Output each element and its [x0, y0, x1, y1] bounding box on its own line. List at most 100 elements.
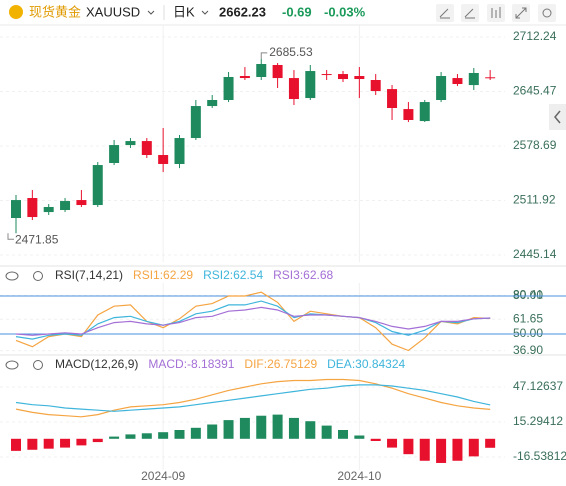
y-tick-label: 15.29412 — [513, 414, 563, 428]
rsi-controls — [5, 271, 43, 281]
symbol[interactable]: XAUUSD — [86, 4, 140, 19]
candle-body — [11, 200, 21, 219]
candle-body — [419, 102, 430, 122]
candle-body — [239, 76, 250, 79]
x-tick-label: 2024-10 — [337, 469, 381, 483]
histogram-bar — [256, 415, 267, 439]
histogram-bar — [141, 433, 152, 439]
fullscreen-icon — [515, 7, 527, 19]
candle-body — [223, 76, 234, 101]
candle-body — [370, 80, 381, 92]
draw-tool[interactable] — [436, 4, 454, 22]
eye-icon[interactable] — [5, 271, 19, 281]
annotation-pointer — [260, 52, 268, 59]
y-tick-label: 50.00 — [513, 326, 543, 340]
histogram-bar — [27, 438, 38, 450]
histogram-bar — [60, 438, 71, 448]
collapse-icon — [554, 110, 561, 124]
indicator-title: RSI(7,14,21) — [55, 268, 123, 282]
candle-body — [256, 64, 267, 77]
candle-body — [338, 74, 348, 80]
toolbar — [436, 4, 556, 22]
y-tick-label: 80.41 — [513, 288, 543, 302]
histogram-bar — [190, 427, 201, 439]
histogram-bar — [288, 417, 299, 439]
histogram-bar — [43, 438, 54, 449]
candle-body — [207, 100, 218, 107]
candle-body — [387, 89, 398, 108]
indicator-line — [15, 300, 491, 340]
draw-icon — [464, 8, 475, 19]
histogram-bar — [436, 438, 447, 463]
legend-entry: DIF:26.75129 — [244, 357, 317, 371]
candle-body — [190, 106, 201, 139]
instrument-name[interactable]: 现货黄金 — [29, 4, 81, 19]
y-tick-label: 2578.69 — [513, 138, 557, 152]
annotation: 2471.85 — [15, 232, 59, 246]
candle-body — [354, 76, 365, 80]
eye-icon[interactable] — [5, 360, 19, 370]
histogram-bar — [207, 424, 218, 439]
candle-body — [468, 72, 479, 86]
price: 2662.23 — [219, 4, 266, 19]
histogram-bar — [338, 430, 348, 439]
histogram-bar — [468, 438, 479, 457]
histogram-bar — [419, 438, 430, 461]
candle-body — [321, 74, 332, 76]
annotation: 2685.53 — [269, 45, 313, 59]
indicator-line — [15, 378, 491, 418]
histogram-bar — [76, 438, 87, 446]
x-tick-label: 2024-09 — [141, 469, 185, 483]
y-tick-label: 36.90 — [513, 343, 543, 357]
histogram-bar — [239, 417, 250, 439]
candle-body — [272, 64, 283, 79]
candle-body — [485, 77, 496, 79]
histogram-bar — [452, 438, 463, 461]
dropdown-arrow[interactable] — [201, 10, 209, 15]
candle-body — [305, 71, 316, 99]
collapse-button[interactable] — [549, 104, 566, 130]
histogram-bar — [403, 438, 414, 455]
settings-icon[interactable] — [33, 271, 43, 281]
legend-entry: RSI3:62.68 — [273, 268, 333, 282]
histogram-bar — [158, 432, 169, 439]
gold-icon — [9, 5, 23, 19]
histogram-bar — [272, 414, 283, 439]
macd-controls — [5, 360, 43, 370]
settings-icon[interactable] — [33, 360, 43, 370]
y-tick-label: 80.00 — [513, 288, 543, 302]
histogram-bar — [174, 430, 185, 439]
annotation-pointer — [7, 233, 14, 240]
indicator-line — [15, 306, 491, 336]
y-tick-label: 2511.92 — [513, 193, 556, 207]
candle-body — [288, 78, 299, 100]
y-tick-label: 2712.24 — [513, 29, 557, 43]
histogram-bar — [11, 438, 21, 451]
candle-body — [403, 109, 414, 120]
indicator-title: MACD(12,26,9) — [55, 357, 138, 371]
legend-entry: RSI1:62.29 — [133, 268, 193, 282]
draw-tool[interactable] — [461, 4, 479, 22]
histogram-bar — [321, 425, 332, 439]
histogram-bar — [370, 438, 381, 441]
legend-entry: RSI2:62.54 — [203, 268, 263, 282]
candle-body — [174, 138, 185, 164]
indicator-line — [15, 384, 491, 412]
candle-body — [109, 145, 120, 164]
candle-body — [92, 165, 103, 206]
draw-icon — [439, 8, 450, 19]
histogram-bar — [387, 438, 398, 448]
candle-body — [158, 155, 169, 164]
dropdown-arrow[interactable] — [147, 10, 155, 15]
settings[interactable] — [538, 4, 556, 22]
indicator-icon — [491, 7, 501, 18]
candle-body — [141, 141, 152, 156]
y-tick-label: -16.53812 — [513, 449, 566, 463]
legend-entry: MACD:-8.18391 — [148, 357, 234, 371]
histogram-bar — [109, 436, 120, 439]
candle-body — [43, 206, 54, 213]
histogram-bar — [223, 420, 234, 439]
period[interactable]: 日K — [173, 4, 195, 19]
